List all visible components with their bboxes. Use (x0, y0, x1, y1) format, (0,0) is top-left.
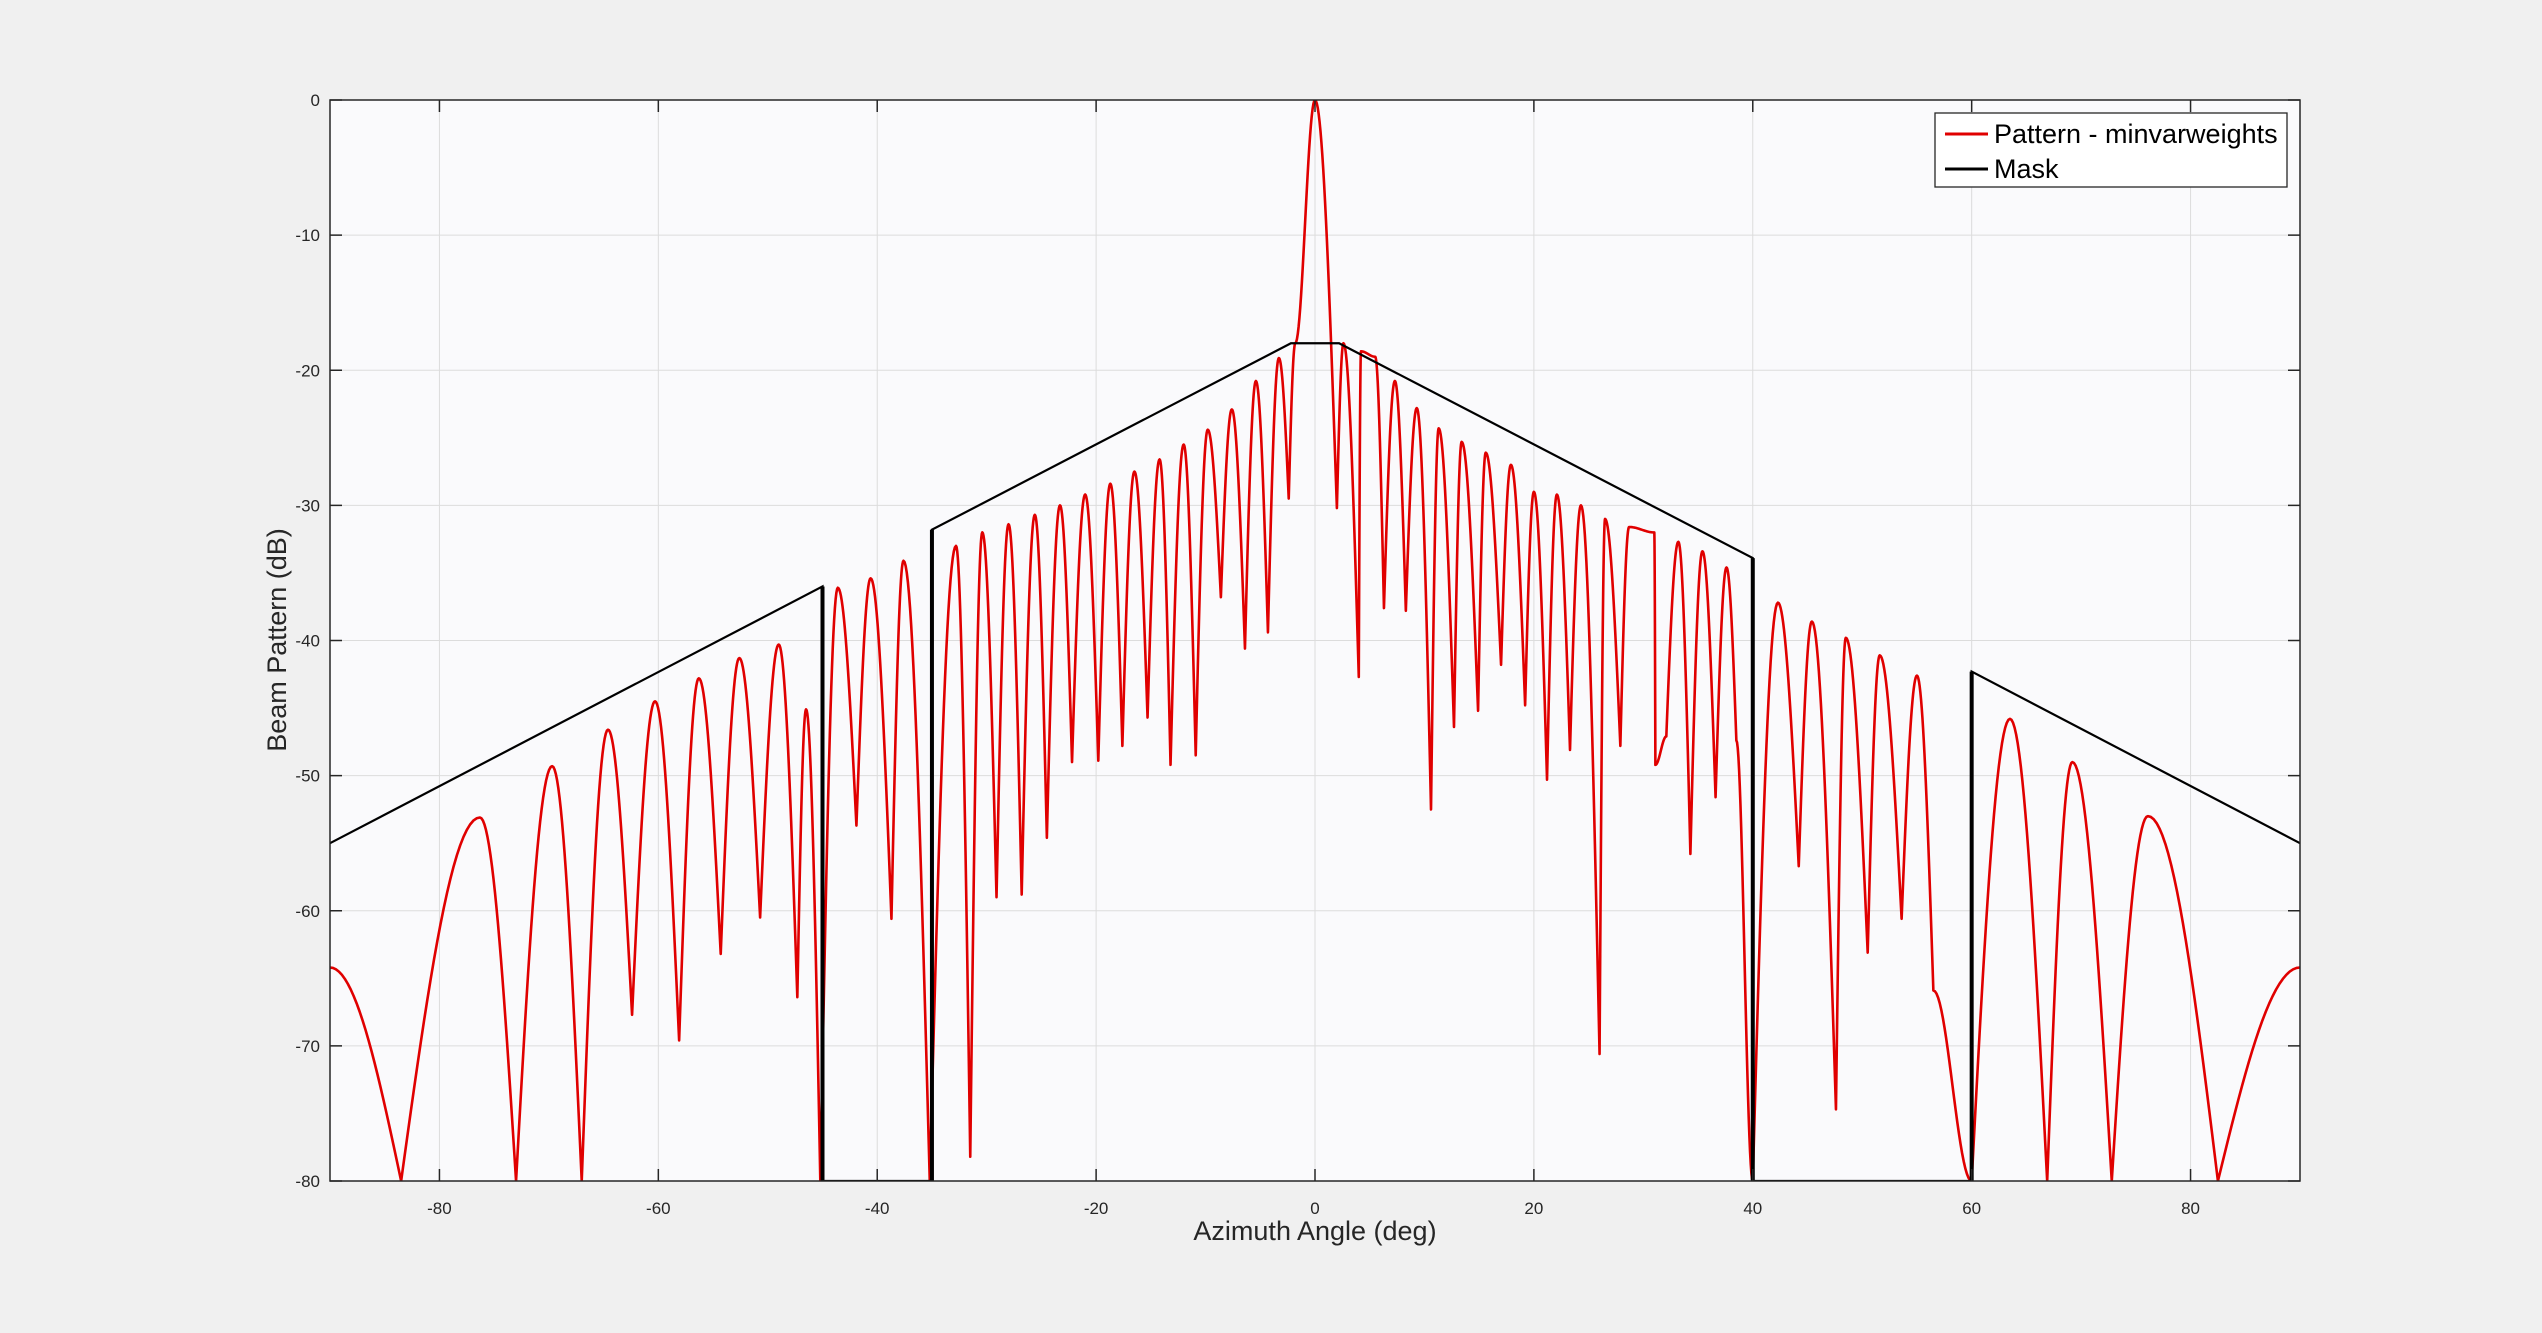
pattern-line (330, 100, 2300, 1181)
legend-label-mask: Mask (1994, 154, 2059, 184)
y-tick-label: -50 (295, 767, 320, 786)
y-tick-label: -60 (295, 902, 320, 921)
x-tick-label: -80 (427, 1199, 452, 1218)
x-tick-label: -40 (865, 1199, 890, 1218)
series-clip-group (330, 100, 2300, 1181)
y-tick-label: -10 (295, 226, 320, 245)
x-axis-label: Azimuth Angle (deg) (1193, 1216, 1436, 1246)
x-tick-label: 80 (2181, 1199, 2200, 1218)
y-tick-label: 0 (311, 91, 320, 110)
x-tick-label: -60 (646, 1199, 671, 1218)
x-tick-label: 40 (1743, 1199, 1762, 1218)
x-tick-label: -20 (1084, 1199, 1109, 1218)
y-tick-label: -70 (295, 1037, 320, 1056)
legend-label-pattern: Pattern - minvarweights (1994, 119, 2278, 149)
x-tick-label: 20 (1524, 1199, 1543, 1218)
legend-box (1934, 112, 2288, 188)
y-tick-label: -40 (295, 632, 320, 651)
y-tick-label: -30 (295, 496, 320, 515)
x-tick-label: 0 (1310, 1199, 1319, 1218)
y-tick-label: -20 (295, 361, 320, 380)
y-tick-label: -80 (295, 1172, 320, 1191)
ticks: -80 -60 -40 -20 0 20 40 60 80 0 -10 -20 -30 -40 -50 -60… (295, 91, 2300, 1218)
series-layer (330, 100, 2300, 1181)
legend: Pattern - minvarweights Mask (1934, 112, 2288, 188)
y-axis-label: Beam Pattern (dB) (262, 528, 292, 752)
x-tick-label: 60 (1962, 1199, 1981, 1218)
